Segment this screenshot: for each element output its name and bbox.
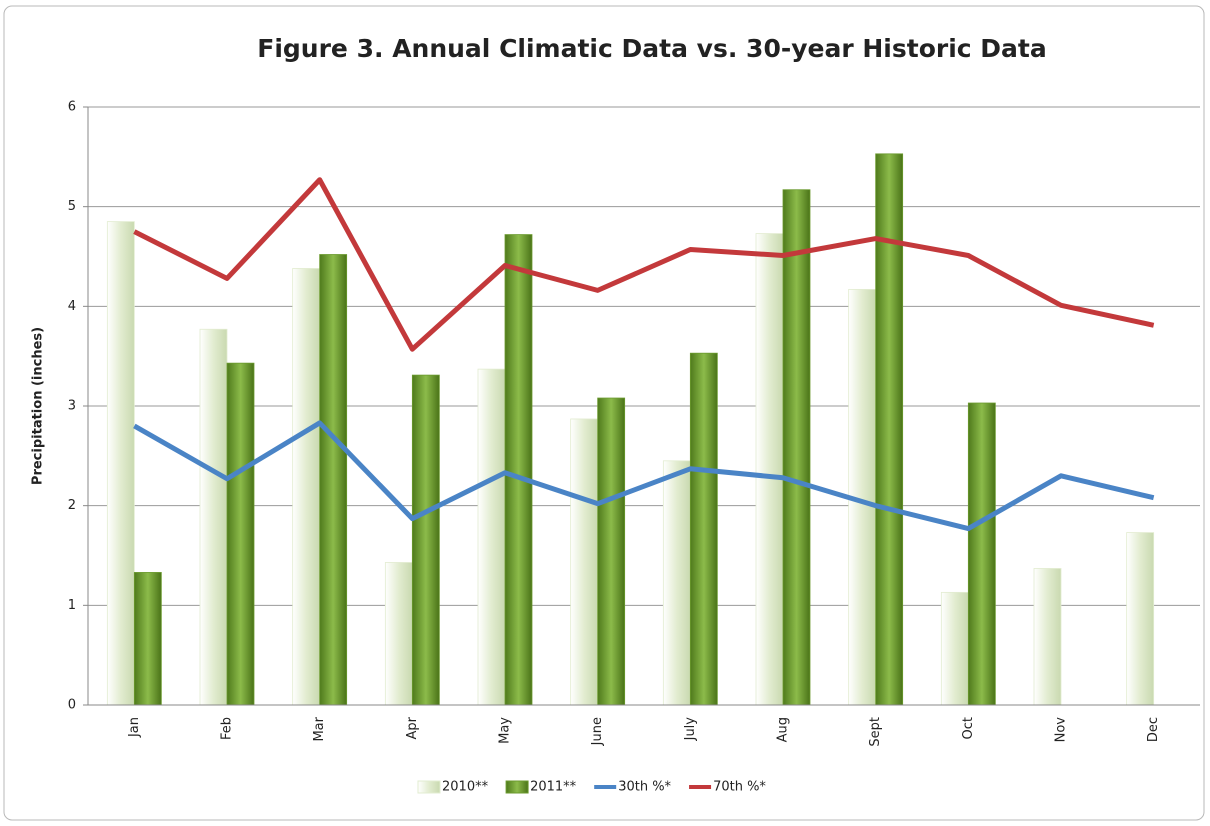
x-tick-label: Oct <box>961 717 976 739</box>
y-tick-label: 2 <box>68 498 76 513</box>
x-tick-label: Sept <box>868 717 883 747</box>
y-tick-label: 5 <box>68 199 76 214</box>
bar <box>199 328 228 706</box>
x-tick-label: July <box>683 717 698 742</box>
bar <box>504 234 533 706</box>
legend-label: 2011** <box>530 780 577 795</box>
bar <box>106 221 135 706</box>
bar <box>755 233 784 706</box>
x-tick-label: Apr <box>405 716 420 739</box>
bar <box>570 418 599 706</box>
chart-title: Figure 3. Annual Climatic Data vs. 30-ye… <box>257 34 1046 63</box>
line <box>133 420 1155 532</box>
bar <box>597 397 626 706</box>
legend-label: 70th %* <box>713 780 766 795</box>
legend-label: 30th %* <box>618 780 671 795</box>
x-tick-label: Jan <box>127 717 142 738</box>
line <box>133 177 1155 352</box>
y-tick-label: 4 <box>68 299 76 314</box>
bar <box>226 362 255 706</box>
bar <box>940 591 969 706</box>
bar <box>848 288 877 706</box>
bar <box>411 374 440 706</box>
legend-label: 2010** <box>442 780 489 795</box>
x-tick-label: Feb <box>220 717 235 740</box>
y-tick-label: 6 <box>68 100 76 115</box>
bar <box>662 460 691 706</box>
bar <box>384 562 413 706</box>
y-tick-label: 1 <box>68 598 76 613</box>
y-axis-label: Precipitation (inches) <box>31 327 46 485</box>
x-tick-label: Dec <box>1146 717 1161 742</box>
y-tick-label: 3 <box>68 399 76 414</box>
bar <box>133 572 162 706</box>
bar <box>689 352 718 706</box>
bar <box>782 189 811 706</box>
bar <box>1033 568 1062 706</box>
x-tick-label: Aug <box>776 717 791 742</box>
x-tick-label: May <box>498 717 513 744</box>
legend-swatch <box>417 780 441 794</box>
bar <box>1126 532 1155 706</box>
x-tick-label: Nov <box>1054 717 1069 743</box>
legend-swatch <box>505 780 529 794</box>
x-tick-label: Mar <box>312 716 327 741</box>
bar <box>319 254 348 706</box>
y-tick-label: 0 <box>68 698 76 713</box>
bar <box>875 153 904 706</box>
x-tick-label: June <box>590 717 605 746</box>
bar <box>967 402 996 706</box>
bar <box>292 268 321 706</box>
bar <box>477 368 506 706</box>
